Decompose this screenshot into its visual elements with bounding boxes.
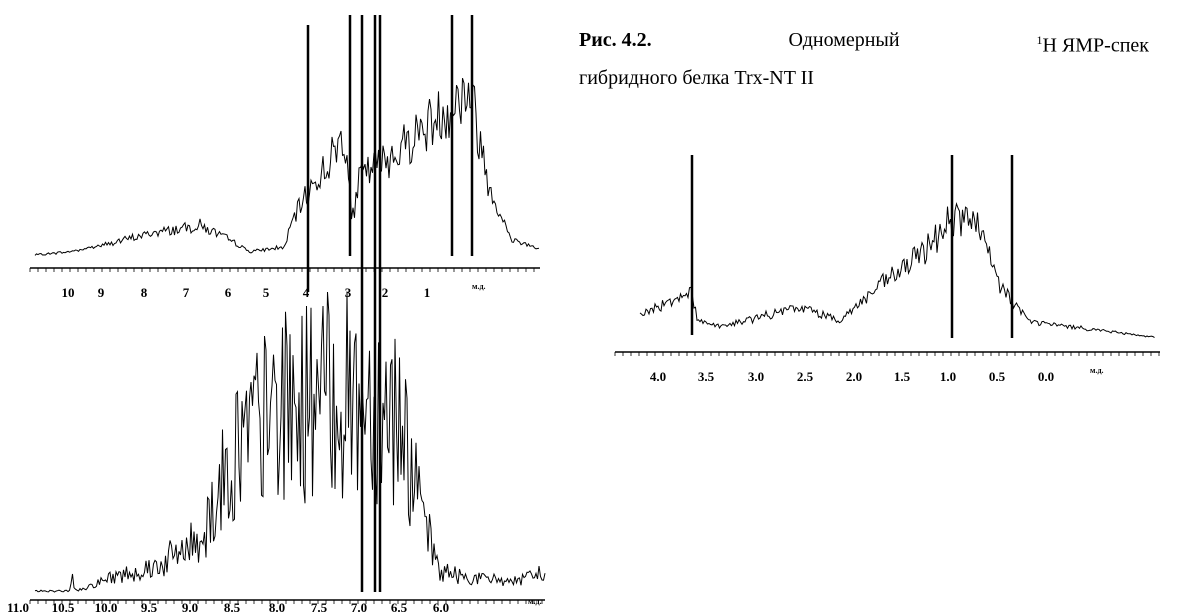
tick-label: 4	[303, 285, 310, 300]
tick-label: 7	[183, 285, 190, 300]
spectrum-trace	[639, 201, 1155, 339]
tick-label: 1.0	[940, 369, 956, 384]
tick-label: 4.0	[650, 369, 666, 384]
tick-label: 5	[263, 285, 270, 300]
tick-label: 6.5	[391, 600, 408, 615]
tick-label: 9	[98, 285, 105, 300]
tick-label: 7.5	[311, 600, 328, 615]
tick-label: 10.0	[95, 600, 118, 615]
caption-word: Одномерный	[788, 29, 900, 51]
tick-label: 8.5	[224, 600, 241, 615]
axis-unit: м.д.	[528, 597, 542, 606]
tick-label: 6	[225, 285, 232, 300]
tick-label: 7.0	[351, 600, 367, 615]
caption-label: Рис. 4.2.	[579, 29, 652, 51]
caption-rest: H ЯМР-спек	[1042, 34, 1149, 57]
tick-label: 9.0	[182, 600, 198, 615]
spectrum-trace	[34, 78, 540, 256]
tick-label: 11.0	[7, 600, 29, 615]
tick-label: 10.5	[52, 600, 75, 615]
tick-label: 3.5	[698, 369, 715, 384]
tick-label: 2.0	[846, 369, 862, 384]
spectrum-trace	[34, 291, 546, 593]
tick-label: 1.5	[894, 369, 911, 384]
tick-label: 8.0	[269, 600, 285, 615]
figure-caption: Рис. 4.2. Одномерный 1H ЯМР-спек гибридн…	[579, 24, 1149, 94]
tick-label: 9.5	[141, 600, 158, 615]
tick-label: 10	[62, 285, 75, 300]
axis-unit: м.д.	[472, 282, 486, 291]
caption-superscript: 1	[1036, 33, 1043, 47]
tick-label: 0.0	[1038, 369, 1054, 384]
tick-label: 3	[345, 285, 352, 300]
tick-label: 8	[141, 285, 148, 300]
axis-unit: м.д.	[1090, 366, 1104, 375]
tick-label: 3.0	[748, 369, 764, 384]
tick-label: 2.5	[797, 369, 814, 384]
tick-label: 6.0	[433, 600, 449, 615]
tick-label: 0.5	[989, 369, 1006, 384]
caption-line2: гибридного белка Trx-NT II	[579, 66, 814, 89]
tick-label: 2	[382, 285, 389, 300]
tick-label: 1	[424, 285, 431, 300]
